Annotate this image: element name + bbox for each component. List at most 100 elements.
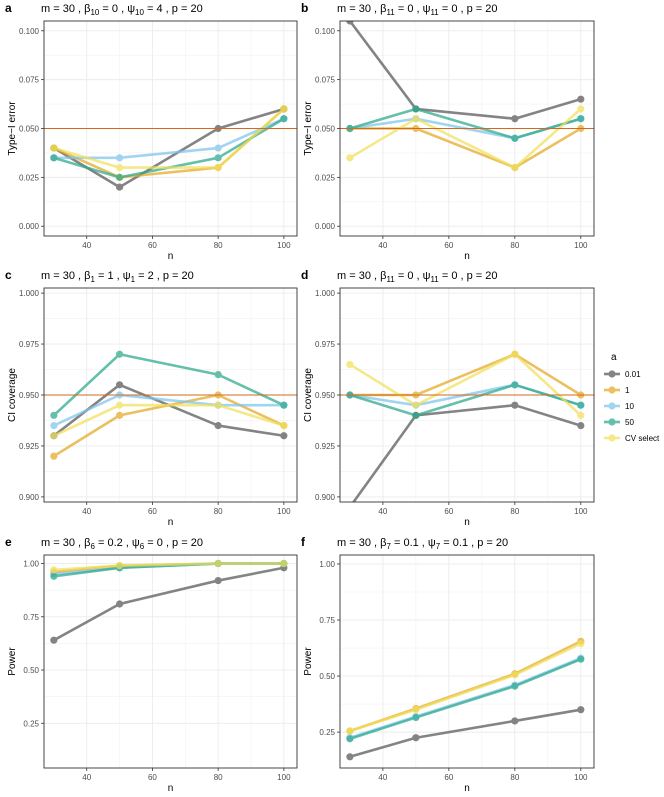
data-point [214,371,222,379]
title-text: = [395,3,408,15]
legend-key-point [608,370,616,378]
data-point [50,421,58,430]
series-line [53,393,284,427]
title-text: m = [41,3,63,15]
series-line [349,658,582,741]
data-point [214,576,222,585]
title-text: = [395,270,408,282]
title-beta-subscript: 11 [386,275,395,284]
data-point [577,115,585,123]
title-text: , β [371,537,387,549]
data-point [115,173,124,181]
data-point [346,735,354,743]
title-m-value: 30 [359,270,371,282]
data-point [50,432,58,440]
x-axis-label: n [168,783,174,794]
data-point [115,350,124,358]
x-tick-label: 100 [277,773,291,782]
panel-border [339,287,595,503]
title-m-value: 30 [63,3,75,15]
data-layer [50,105,288,191]
panel-letter: e [5,535,12,549]
y-tick-label: 0.025 [19,173,40,182]
title-p-value: 20 [485,3,497,15]
panel-c: 40 60 80 100 0.900 0.925 0.950 0.975 1.000 n CI co… [5,268,298,528]
panel-border [43,20,298,237]
legend-entry: 1 [604,386,630,395]
x-tick-label: 60 [148,773,157,782]
title-text: , β [75,537,91,549]
y-tick-label: 0.075 [19,76,40,85]
title-psi-value: 0 [451,270,457,282]
y-tick-label: 0.925 [19,442,40,451]
series-cv-select [346,350,585,419]
series-cv-select [50,401,288,440]
title-psi-value: 0.1 [453,537,468,549]
y-tick-label: 0.975 [19,340,40,349]
title-beta-subscript: 11 [386,8,395,17]
panel-letter: f [301,535,306,549]
title-beta-value: 0 [407,270,413,282]
legend-entry: 10 [604,402,634,411]
panel-title: m = 30 , β10 = 0 , ψ10 = 4 , p = 20 [41,3,203,17]
data-point [214,144,222,152]
title-text: , ψ [123,537,140,549]
y-tick-label: 0.950 [19,391,40,400]
title-psi-subscript: 7 [436,542,441,551]
series-line [53,107,285,169]
title-text: , ψ [118,3,135,15]
title-text: , β [371,270,387,282]
x-axis-label: n [168,251,174,262]
data-point [511,671,519,679]
legend-label: 1 [625,386,630,395]
plot-background [44,555,297,768]
legend-label: 10 [625,402,634,411]
series-line [53,403,285,437]
title-text: , ψ [419,537,436,549]
title-beta-subscript: 6 [90,542,95,551]
title-text: , p = [154,270,182,282]
title-text: , ψ [413,270,430,282]
title-psi-value: 2 [148,270,154,282]
legend-key-point [608,434,616,442]
x-tick-label: 40 [82,507,91,516]
data-point [280,432,288,440]
x-tick-label: 100 [574,241,588,250]
y-tick-label: 1.000 [315,289,336,298]
title-text: , ψ [413,3,430,15]
x-tick-label: 100 [277,507,291,516]
y-tick-label: 0.000 [315,222,336,231]
series-cv-select [50,105,288,172]
series-cv-select [346,105,585,172]
data-point [511,350,519,358]
legend-entry: 50 [604,418,634,427]
series-50 [50,350,288,419]
data-point [346,503,353,510]
data-point [50,144,58,152]
title-beta-value: 1 [107,270,113,282]
title-psi-subscript: 1 [131,275,136,284]
title-p-value: 20 [496,537,508,549]
title-text: = [440,537,453,549]
panel-title: m = 30 , β6 = 0.2 , ψ6 = 0 , p = 20 [41,537,203,551]
data-point [115,183,124,191]
title-beta-subscript: 7 [386,542,391,551]
legend-key [604,434,620,442]
series-line [349,107,582,169]
title-text: = [95,270,108,282]
y-tick-label: 0.050 [315,125,336,134]
title-beta-subscript: 10 [90,8,99,17]
data-layer [346,21,585,172]
data-point [50,411,58,419]
data-point [577,401,585,409]
data-point [115,562,124,570]
data-point [214,154,222,162]
legend-label: 50 [625,418,634,427]
title-text: m = [337,3,359,15]
data-point [280,401,288,409]
data-layer [50,350,288,460]
y-tick-label: 0.25 [23,719,39,728]
title-beta-value: 0.1 [403,537,418,549]
data-point [511,682,519,690]
